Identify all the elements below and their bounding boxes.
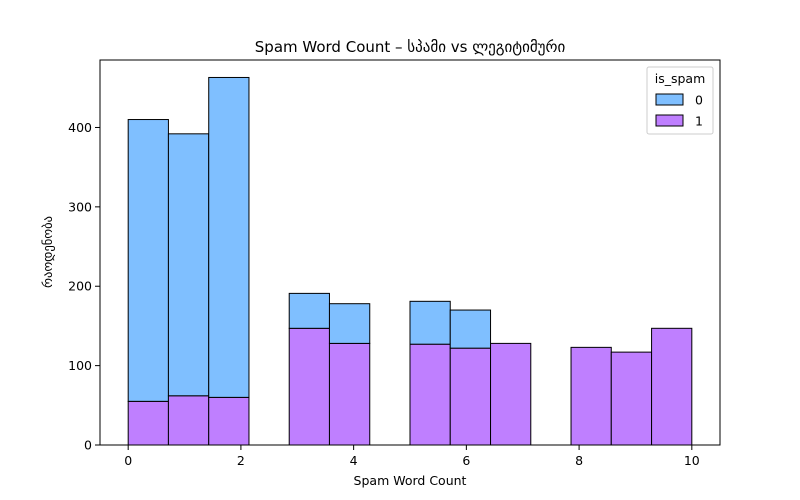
x-tick-label: 8 — [575, 453, 583, 468]
bar-is-spam-1-bin-9 — [490, 342, 532, 446]
y-tick-label: 0 — [84, 438, 92, 453]
x-axis-ticks: 0 2 4 6 8 10 — [124, 445, 700, 468]
legend-label-0: 0 — [695, 93, 703, 108]
bar-is-spam-0-bin-5 — [328, 303, 371, 344]
bar-is-spam-1-bin-7 — [409, 343, 451, 446]
bar-is-spam-1-bin-0 — [127, 400, 169, 446]
bar-is-spam-1-bin-1 — [167, 395, 210, 446]
bar-is-spam-1-bin-11 — [570, 346, 612, 446]
x-tick-label: 0 — [124, 453, 132, 468]
chart-title: Spam Word Count – სპამი vs ლეგიტიმური — [255, 38, 566, 56]
bar-is-spam-1-bin-12 — [610, 351, 653, 446]
bar-is-spam-0-bin-8 — [449, 309, 492, 349]
y-axis-ticks: 0 100 200 300 400 — [68, 120, 100, 453]
y-tick-label: 200 — [68, 279, 92, 294]
bar-is-spam-1-bin-13 — [651, 327, 693, 446]
legend-swatch-0 — [655, 93, 684, 106]
bar-is-spam-1-bin-2 — [208, 396, 250, 446]
legend-title: is_spam — [655, 71, 706, 86]
y-tick-label: 300 — [68, 199, 92, 214]
x-tick-label: 4 — [350, 453, 358, 468]
bar-is-spam-0-bin-0 — [127, 119, 169, 402]
bar-is-spam-0-bin-4 — [288, 292, 330, 329]
plot-frame — [99, 59, 721, 446]
y-axis-label: რაოდენობა — [40, 216, 55, 288]
bar-is-spam-1-bin-4 — [288, 327, 330, 446]
bar-is-spam-1-bin-5 — [328, 342, 371, 446]
legend-swatch-1 — [655, 114, 684, 127]
legend: is_spam 0 1 — [646, 66, 714, 135]
x-tick-label: 2 — [237, 453, 245, 468]
y-tick-label: 100 — [68, 358, 92, 373]
legend-label-1: 1 — [695, 114, 703, 129]
bar-is-spam-1-bin-8 — [449, 347, 492, 446]
bar-is-spam-0-bin-7 — [409, 300, 451, 345]
bar-is-spam-0-bin-2 — [208, 76, 250, 398]
bar-is-spam-0-bin-1 — [167, 133, 210, 397]
x-tick-label: 6 — [462, 453, 470, 468]
bars-group — [127, 76, 693, 446]
x-axis-label: Spam Word Count — [354, 473, 467, 488]
y-tick-label: 400 — [68, 120, 92, 135]
x-tick-label: 10 — [684, 453, 700, 468]
